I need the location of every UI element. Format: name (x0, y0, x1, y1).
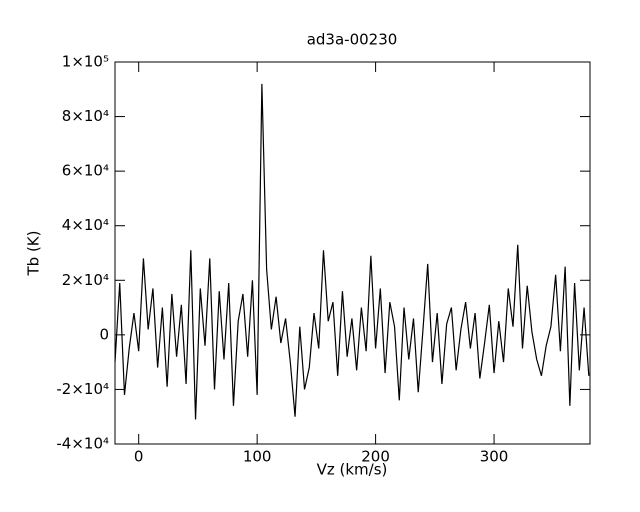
y-tick-label: 8×10⁴ (62, 107, 109, 125)
y-tick-label: 6×10⁴ (62, 162, 109, 180)
y-tick-label: 1×10⁵ (62, 53, 109, 71)
x-tick-label: 100 (243, 448, 272, 466)
chart-title: ad3a-00230 (307, 31, 398, 49)
y-axis-label: Tb (K) (25, 231, 43, 277)
x-tick-label: 300 (480, 448, 509, 466)
y-tick-label: 0 (99, 325, 109, 343)
plot-frame (114, 61, 591, 445)
y-tick-label: -4×10⁴ (56, 435, 109, 453)
x-axis-label: Vz (km/s) (317, 461, 388, 479)
data-line (114, 83, 590, 420)
y-tick-label: 4×10⁴ (62, 216, 109, 234)
y-tick-label: -2×10⁴ (56, 380, 109, 398)
y-tick-label: 2×10⁴ (62, 271, 109, 289)
x-tick-label: 0 (134, 448, 144, 466)
x-tick-label: 200 (361, 448, 390, 466)
